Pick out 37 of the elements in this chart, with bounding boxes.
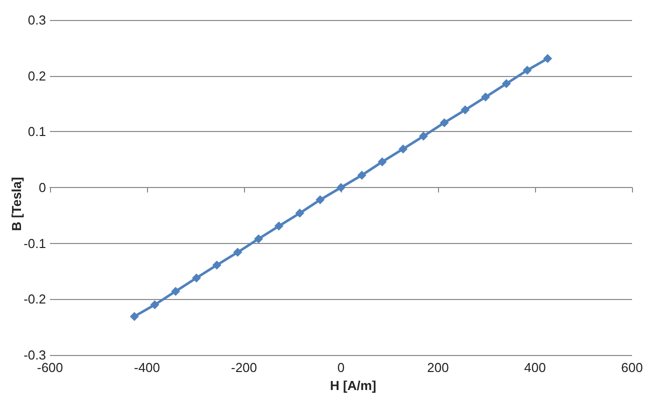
point <box>274 222 284 231</box>
y-tick-label: -0.2 <box>24 292 46 307</box>
point <box>502 79 511 88</box>
y-tick-label: 0 <box>38 180 46 195</box>
point <box>130 312 139 321</box>
x-tick-label: 400 <box>524 360 546 375</box>
point <box>418 132 428 141</box>
point <box>254 234 264 244</box>
x-axis-title: H [A/m] <box>330 378 376 393</box>
y-axis-title: B [Tesla] <box>9 177 24 231</box>
point <box>398 144 408 154</box>
point <box>150 300 160 310</box>
y-tick-label: 0.1 <box>28 124 46 140</box>
point <box>233 248 242 257</box>
y-tick-label: 0.2 <box>28 68 46 84</box>
x-tick-label: -600 <box>36 360 64 375</box>
x-tick-label: 200 <box>427 360 449 375</box>
point <box>440 118 449 128</box>
y-tick-label: 0.3 <box>28 12 46 28</box>
y-tick-label: -0.3 <box>24 348 46 362</box>
x-tick-label: 0 <box>337 360 345 375</box>
point <box>316 195 325 204</box>
y-tick-label: -0.1 <box>24 236 46 251</box>
x-tick-label: 600 <box>621 360 643 375</box>
point <box>212 260 222 270</box>
point <box>378 157 387 166</box>
point <box>357 170 366 180</box>
point <box>522 66 532 75</box>
point <box>543 54 552 64</box>
x-tick-label: -400 <box>134 360 160 375</box>
point <box>171 286 180 296</box>
x-tick-label: -200 <box>230 360 258 375</box>
point <box>481 92 490 102</box>
point <box>336 183 346 192</box>
point <box>192 273 201 282</box>
point <box>295 208 304 218</box>
point <box>460 105 470 114</box>
